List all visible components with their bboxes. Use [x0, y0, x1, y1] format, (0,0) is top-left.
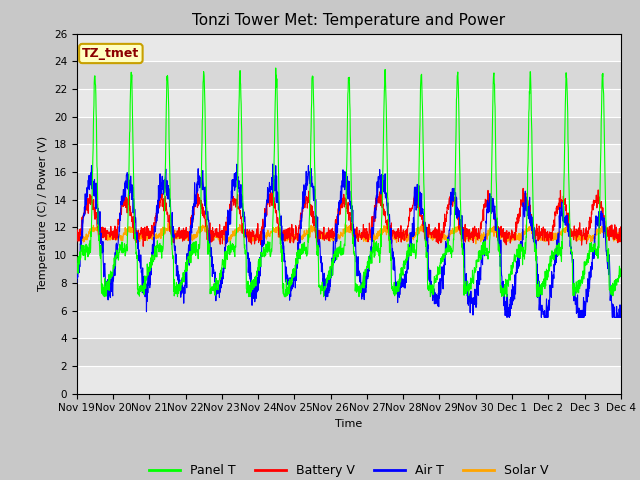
Panel T	[502, 276, 509, 282]
Air T	[503, 314, 511, 320]
Panel T	[617, 266, 625, 272]
Solar V	[164, 220, 172, 226]
Line: Solar V: Solar V	[77, 223, 621, 244]
Bar	[77, 366, 621, 394]
Air T	[602, 237, 609, 242]
Battery V	[519, 185, 527, 191]
Battery V	[140, 243, 147, 249]
Legend: Panel T, Battery V, Air T, Solar V: Panel T, Battery V, Air T, Solar V	[144, 459, 554, 480]
Battery V	[100, 233, 108, 239]
Panel T	[272, 65, 280, 71]
Bar	[77, 34, 621, 61]
Bar	[77, 255, 621, 283]
Battery V	[502, 235, 509, 241]
Solar V	[323, 234, 331, 240]
Y-axis label: Temperature (C) / Power (V): Temperature (C) / Power (V)	[38, 136, 48, 291]
Bar	[77, 228, 621, 255]
Solar V	[617, 232, 625, 238]
Air T	[73, 279, 81, 285]
Air T	[602, 223, 609, 229]
Air T	[100, 262, 108, 268]
Bar	[77, 283, 621, 311]
Panel T	[602, 188, 609, 194]
Bar	[77, 338, 621, 366]
Bar	[77, 89, 621, 117]
Bar	[77, 6, 621, 34]
Bar	[77, 172, 621, 200]
Panel T	[100, 294, 108, 300]
Panel T	[101, 276, 109, 282]
Line: Panel T: Panel T	[77, 68, 621, 297]
Text: TZ_tmet: TZ_tmet	[82, 47, 140, 60]
Air T	[502, 305, 509, 311]
Battery V	[617, 233, 625, 239]
Line: Air T: Air T	[77, 164, 621, 317]
Panel T	[324, 280, 332, 286]
Air T	[617, 309, 625, 315]
Panel T	[602, 202, 609, 207]
Bar	[77, 117, 621, 144]
Air T	[269, 161, 276, 167]
Panel T	[338, 247, 346, 253]
Battery V	[602, 228, 609, 234]
Bar	[77, 200, 621, 228]
Solar V	[338, 232, 346, 238]
Solar V	[73, 234, 81, 240]
Solar V	[602, 228, 609, 233]
Bar	[77, 144, 621, 172]
Solar V	[502, 231, 509, 237]
Title: Tonzi Tower Met: Temperature and Power: Tonzi Tower Met: Temperature and Power	[192, 13, 506, 28]
Battery V	[602, 229, 609, 235]
X-axis label: Time: Time	[335, 419, 362, 429]
Bar	[77, 61, 621, 89]
Battery V	[338, 198, 346, 204]
Air T	[323, 288, 331, 293]
Solar V	[602, 231, 609, 237]
Solar V	[100, 232, 108, 238]
Line: Battery V: Battery V	[77, 188, 621, 246]
Air T	[338, 195, 346, 201]
Battery V	[73, 239, 81, 245]
Bar	[77, 311, 621, 338]
Solar V	[472, 241, 479, 247]
Battery V	[323, 229, 331, 235]
Panel T	[73, 271, 81, 276]
